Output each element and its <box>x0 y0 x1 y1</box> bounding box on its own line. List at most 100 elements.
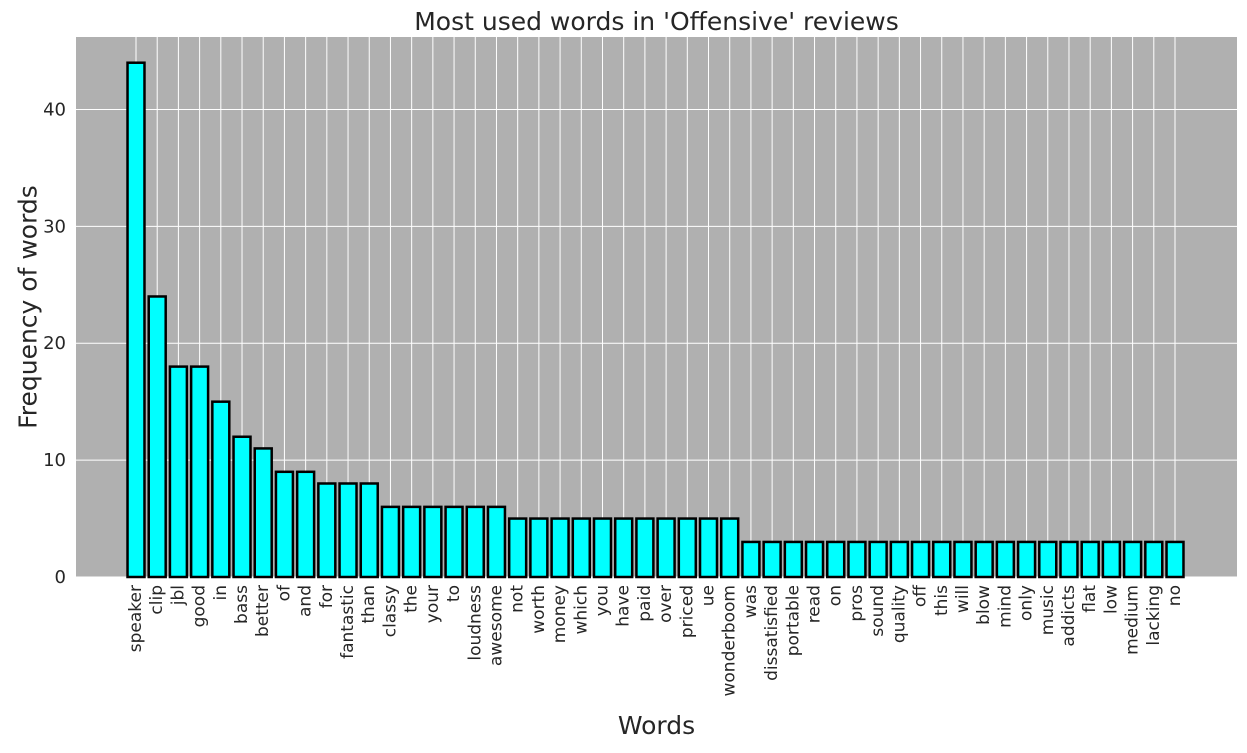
x-tick-label: addicts <box>1059 585 1079 647</box>
x-tick-label: classy <box>380 585 400 637</box>
x-tick-label: this <box>932 585 952 616</box>
bar-paid <box>635 517 655 579</box>
y-axis-label: Frequency of words <box>14 185 43 429</box>
bar-only <box>1016 540 1037 579</box>
bar-than <box>359 482 379 579</box>
bar-loudness <box>465 505 485 579</box>
x-tick-label: not <box>508 585 528 613</box>
bar-sound <box>868 540 888 579</box>
x-tick-labels: speaker clip jbl good in bass better of and for fa… <box>126 584 1185 697</box>
x-tick-label: quality <box>889 585 909 643</box>
x-tick-label: pros <box>847 585 867 622</box>
x-tick-label: fantastic <box>338 585 358 659</box>
x-tick-label: on <box>826 585 846 606</box>
x-tick-label: was <box>741 585 761 618</box>
x-tick-label: low <box>1101 585 1121 614</box>
bar-to <box>444 505 464 579</box>
x-tick-label: the <box>402 585 422 613</box>
chart-title: Most used words in 'Offensive' reviews <box>414 7 899 36</box>
x-tick-label: music <box>1038 585 1058 635</box>
x-tick-label: over <box>656 585 676 623</box>
y-tick-label: 10 <box>43 450 66 471</box>
x-tick-label: worth <box>529 585 549 634</box>
bar-jbl <box>168 365 189 579</box>
x-tick-label: better <box>253 585 273 637</box>
bar-good <box>189 365 210 579</box>
bar-portable <box>783 540 804 579</box>
x-tick-label: will <box>953 585 973 613</box>
y-tick-labels: 0 10 20 30 40 <box>43 99 66 588</box>
bar-was <box>741 540 761 579</box>
x-tick-label: good <box>190 585 210 627</box>
x-tick-label: bass <box>232 585 252 624</box>
bar-money <box>550 517 570 579</box>
bar-bass <box>232 435 252 579</box>
bar-will <box>953 540 973 579</box>
bar-fantastic <box>338 482 358 579</box>
x-tick-label: no <box>1165 585 1185 606</box>
bar-clip <box>147 295 167 579</box>
bar-in <box>211 400 231 579</box>
bar-you <box>592 517 613 579</box>
x-tick-label: medium <box>1123 585 1143 655</box>
x-tick-label: wonderboom <box>720 585 740 696</box>
bar-awesome <box>486 505 507 579</box>
y-tick-label: 40 <box>43 99 66 120</box>
bar-your <box>423 505 443 579</box>
x-tick-label: than <box>359 585 379 624</box>
bar-read <box>804 540 825 579</box>
bar-mind <box>995 540 1016 579</box>
x-tick-label: speaker <box>126 585 146 652</box>
x-tick-label: have <box>614 585 634 627</box>
bar-off <box>910 540 931 579</box>
bar-wonderboom <box>719 517 740 579</box>
bar-priced <box>677 517 698 579</box>
bar-pros <box>847 540 867 579</box>
bar-the <box>401 505 422 579</box>
bar-ue <box>698 517 719 579</box>
x-tick-label: jbl <box>168 585 188 606</box>
bar-speaker <box>126 61 146 579</box>
bar-over <box>656 517 676 579</box>
x-tick-label: dissatisfied <box>762 585 782 681</box>
x-tick-label: clip <box>147 585 167 615</box>
x-tick-label: your <box>423 585 443 623</box>
x-tick-label: only <box>1017 585 1037 621</box>
x-tick-label: portable <box>783 585 803 656</box>
bar-which <box>571 517 592 579</box>
bar-no <box>1165 540 1185 579</box>
bar-this <box>932 540 952 579</box>
bar-have <box>613 517 634 579</box>
x-tick-label: in <box>211 585 231 601</box>
x-tick-label: read <box>805 585 825 623</box>
x-tick-label: you <box>592 585 612 616</box>
y-tick-label: 30 <box>43 216 66 237</box>
x-tick-label: awesome <box>486 585 506 666</box>
bar-blow <box>974 540 994 579</box>
x-tick-label: for <box>317 585 337 608</box>
x-tick-label: loudness <box>465 585 485 661</box>
x-tick-label: paid <box>635 585 655 622</box>
bar-for <box>317 482 337 579</box>
x-tick-label: priced <box>677 585 697 638</box>
bar-addicts <box>1059 540 1079 579</box>
x-tick-label: sound <box>868 585 888 637</box>
y-tick-label: 20 <box>43 333 66 354</box>
bar-better <box>253 447 273 579</box>
bar-music <box>1038 540 1058 579</box>
bars <box>126 61 1185 579</box>
bar-lacking <box>1144 540 1164 579</box>
bar-worth <box>529 517 549 579</box>
x-tick-label: mind <box>995 585 1015 628</box>
bar-flat <box>1080 540 1100 579</box>
x-axis-label: Words <box>618 711 695 740</box>
x-tick-label: ue <box>699 585 719 606</box>
bar-on <box>826 540 846 579</box>
x-tick-label: and <box>296 585 316 617</box>
x-tick-label: which <box>571 585 591 635</box>
x-tick-label: money <box>550 585 570 643</box>
x-tick-label: of <box>274 584 294 601</box>
bar-of <box>274 470 295 579</box>
